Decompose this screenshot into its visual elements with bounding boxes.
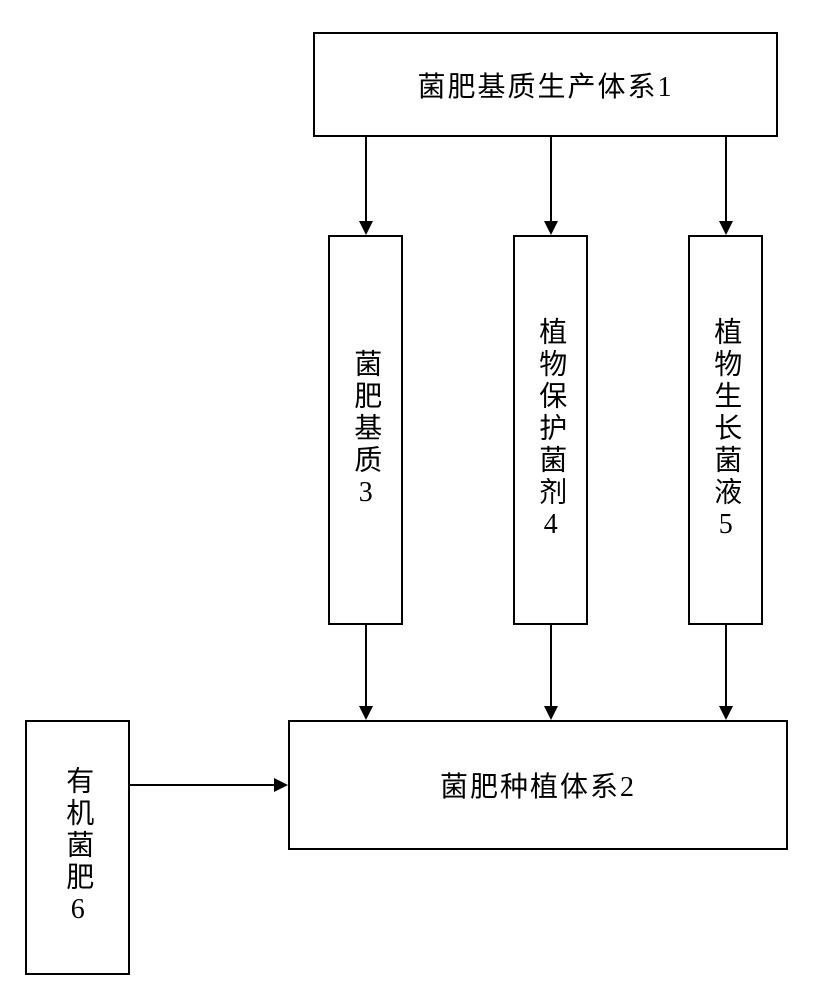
edge-mid2-bottom-line [550,625,552,707]
edge-left-bottom-arrow [274,778,288,792]
node-top-label: 菌肥基质生产体系1 [417,65,673,105]
edge-top-mid1-line [365,137,367,222]
edge-mid3-bottom-arrow [719,706,733,720]
node-mid2-label: 植物保护菌剂4 [534,317,568,544]
edge-top-mid3-arrow [719,221,733,235]
edge-top-mid2-line [550,137,552,222]
node-top: 菌肥基质生产体系1 [313,32,778,137]
node-mid3-label: 植物生长菌液5 [709,317,743,544]
node-bottom-label: 菌肥种植体系2 [440,765,636,805]
node-mid1: 菌肥基质3 [328,235,403,625]
edge-mid1-bottom-arrow [359,706,373,720]
edge-mid2-bottom-arrow [544,706,558,720]
node-mid1-label: 菌肥基质3 [349,349,383,512]
edge-top-mid1-arrow [359,221,373,235]
edge-mid3-bottom-line [725,625,727,707]
node-mid3: 植物生长菌液5 [688,235,763,625]
node-left: 有机菌肥6 [25,720,130,975]
edge-left-bottom-line [130,784,275,786]
node-bottom: 菌肥种植体系2 [288,720,788,850]
edge-top-mid3-line [725,137,727,222]
edge-mid1-bottom-line [365,625,367,707]
node-mid2: 植物保护菌剂4 [513,235,588,625]
node-left-label: 有机菌肥6 [61,766,95,929]
edge-top-mid2-arrow [544,221,558,235]
